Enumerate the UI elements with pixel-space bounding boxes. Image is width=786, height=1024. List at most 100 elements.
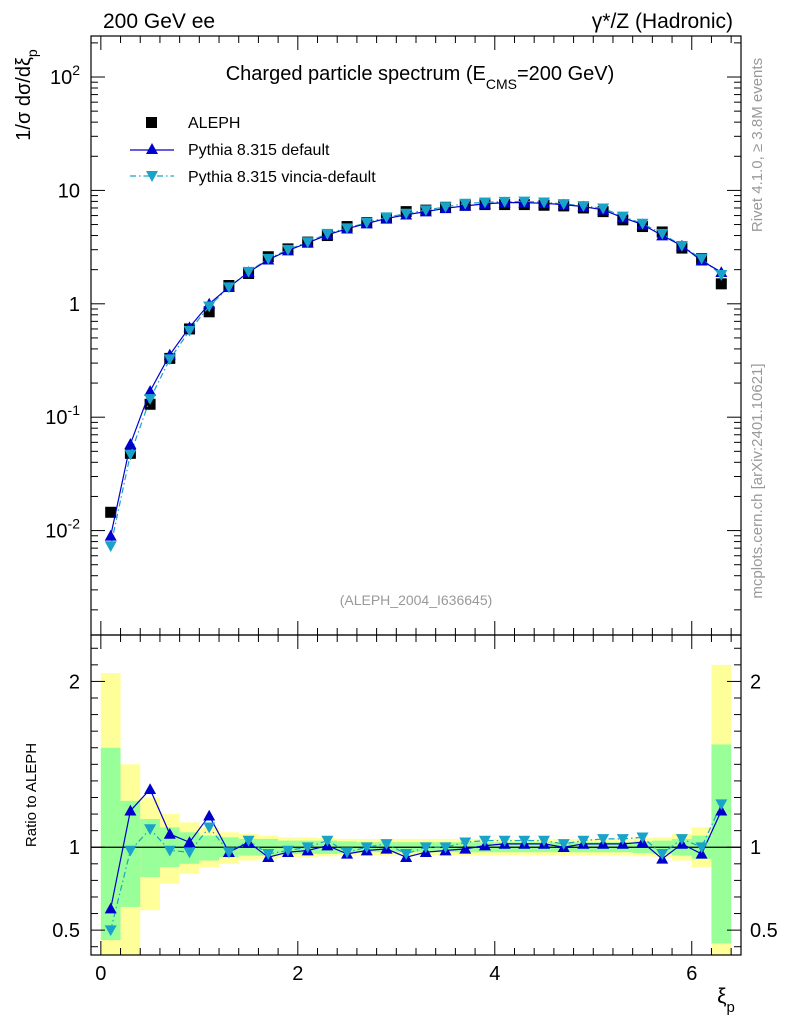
- vincia-point: [183, 325, 196, 337]
- legend-label-default: Pythia 8.315 default: [188, 142, 330, 159]
- vincia-point: [341, 223, 354, 235]
- ratio-vincia-point: [518, 835, 531, 847]
- vincia-point: [104, 541, 117, 553]
- vincia-point: [675, 240, 688, 252]
- y-tick-label: 102: [50, 62, 80, 89]
- vincia-point: [124, 449, 137, 461]
- x-tick-label: 4: [489, 963, 500, 985]
- ratio-vincia-point: [616, 834, 629, 845]
- vincia-point: [144, 394, 157, 405]
- vincia-point: [400, 208, 413, 220]
- legend: ALEPH Pythia 8.315 default Pythia 8.315 …: [130, 115, 376, 186]
- legend-label-aleph: ALEPH: [188, 115, 240, 132]
- vincia-point: [636, 218, 649, 230]
- ratio-vincia-point: [163, 845, 176, 857]
- vincia-point: [557, 199, 570, 210]
- ratio-vincia-point: [341, 847, 354, 859]
- ratio-vincia-point: [203, 822, 216, 834]
- ratio-vincia-point: [695, 842, 708, 854]
- ratio-vincia-point: [104, 925, 117, 937]
- legend-marker-vincia: [146, 171, 158, 182]
- ratio-default-point: [163, 827, 176, 839]
- vincia-point: [203, 301, 216, 313]
- vincia-point: [281, 244, 294, 256]
- default-line: [110, 202, 722, 536]
- ratio-vincia-point: [400, 849, 413, 860]
- x-tick-label: 0: [95, 963, 106, 985]
- y-tick-label: 10-2: [45, 516, 80, 543]
- ratio-default-point: [459, 842, 472, 854]
- vincia-point: [459, 198, 472, 210]
- ratio-vincia-point: [419, 842, 432, 854]
- ratio-vincia-point: [144, 824, 157, 835]
- vincia-point: [360, 217, 373, 229]
- rivet-text: Rivet 4.1.0, ≥ 3.8M events: [749, 58, 766, 232]
- band-green: [711, 744, 732, 944]
- ratio-vincia-point: [439, 842, 452, 854]
- legend-label-vincia: Pythia 8.315 vincia-default: [188, 169, 376, 186]
- ratio-vincia-point: [577, 835, 590, 847]
- x-tick-label: 6: [686, 963, 697, 985]
- ratio-vincia-point: [459, 837, 472, 849]
- legend-marker-aleph: [146, 117, 157, 128]
- ratio-vincia-point: [656, 849, 669, 860]
- header-left: 200 GeV ee: [103, 10, 215, 33]
- vincia-point: [163, 354, 176, 366]
- x-axis-label: ξp: [717, 985, 735, 1016]
- vincia-point: [538, 197, 551, 209]
- ratio-default-point: [104, 902, 117, 914]
- y-tick-label: 10: [58, 180, 80, 202]
- ratio-vincia-point: [262, 849, 275, 860]
- default-point: [144, 385, 157, 396]
- ratio-y-tick-label: 2: [69, 671, 80, 693]
- x-tick-label: 2: [292, 963, 303, 985]
- vincia-point: [695, 253, 708, 265]
- aleph-point: [715, 278, 727, 290]
- aleph-point: [105, 506, 117, 518]
- vincia-line: [110, 200, 722, 547]
- ratio-vincia-point: [498, 835, 511, 847]
- vincia-point: [498, 196, 511, 208]
- plot-layer: 0 2 4 6 10-2 10-1 1 10 102 0.5 0.5 1 1 2 2: [45, 35, 778, 985]
- ratio-default-point: [183, 836, 196, 848]
- vincia-point: [301, 237, 314, 249]
- ratio-default-point: [695, 847, 708, 859]
- ratio-vincia-point: [538, 835, 551, 847]
- ratio-default-point: [203, 809, 216, 821]
- ratio-y-tick-label-right: 1: [750, 837, 761, 859]
- header-right: γ*/Z (Hadronic): [592, 10, 733, 33]
- band-green: [199, 835, 220, 861]
- legend-marker-default: [146, 143, 158, 154]
- vincia-point: [419, 205, 432, 217]
- y-tick-label: 1: [69, 294, 80, 316]
- ratio-vincia-point: [380, 839, 393, 850]
- ratio-vincia-point: [242, 835, 255, 847]
- ratio-y-tick-label-right: 2: [750, 671, 761, 693]
- ratio-y-tick-label: 0.5: [52, 920, 80, 942]
- ratio-vincia-point: [715, 799, 728, 811]
- vincia-point: [518, 196, 531, 208]
- vincia-point: [715, 270, 728, 281]
- ratio-y-axis-label: Ratio to ALEPH: [23, 743, 40, 847]
- band-green: [100, 747, 121, 941]
- ratio-frame: [90, 634, 742, 956]
- vincia-point: [262, 253, 275, 265]
- ratio-vincia-point: [301, 842, 314, 854]
- ratio-vincia-point: [478, 835, 491, 847]
- analysis-tag: (ALEPH_2004_I636645): [340, 592, 493, 608]
- ratio-vincia-point: [557, 839, 570, 850]
- vincia-point: [242, 266, 255, 278]
- vincia-point: [656, 228, 669, 240]
- vincia-point: [222, 282, 235, 294]
- ratio-vincia-point: [281, 845, 294, 857]
- y-axis-label: 1/σ dσ/dξp: [13, 49, 40, 141]
- chart-title: Charged particle spectrum (ECMS=200 GeV): [226, 63, 615, 92]
- vincia-point: [321, 228, 334, 240]
- vincia-point: [478, 197, 491, 209]
- vincia-point: [577, 201, 590, 212]
- ratio-vincia-point: [183, 847, 196, 859]
- vincia-point: [439, 202, 452, 213]
- default-point: [124, 438, 137, 449]
- mcplots-text: mcplots.cern.ch [arXiv:2401.10621]: [749, 363, 766, 598]
